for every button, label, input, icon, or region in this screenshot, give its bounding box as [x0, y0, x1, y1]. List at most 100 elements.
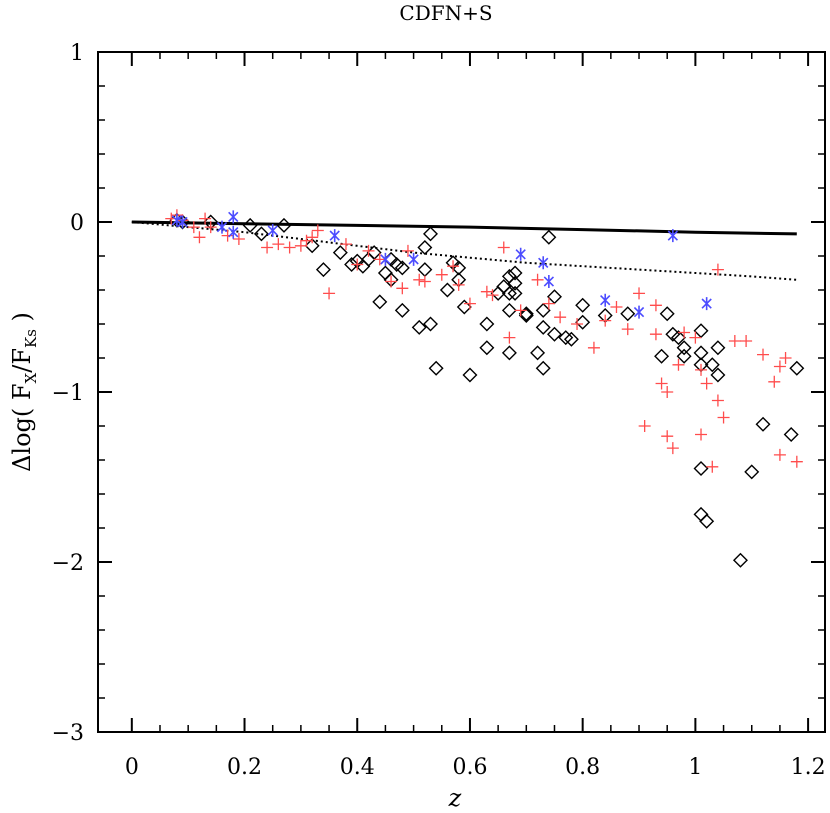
plus-point-66 [773, 448, 786, 461]
plus-point-53 [689, 331, 702, 344]
diamond-point-41 [507, 265, 523, 281]
plus-point-3 [187, 221, 200, 234]
plus-point-52 [678, 326, 691, 339]
plus-point-65 [773, 360, 786, 373]
plus-point-16 [323, 287, 336, 300]
plus-point-42 [621, 323, 634, 336]
diamond-point-49 [535, 360, 551, 376]
y-axis-title: Δlog( FX/FKs ) [8, 312, 40, 472]
asterisk-point-4 [228, 225, 239, 239]
diamond-point-22 [417, 262, 433, 278]
asterisk-point-2 [216, 220, 228, 234]
data-points [165, 209, 805, 568]
plus-point-58 [711, 263, 724, 276]
plus-point-18 [351, 258, 364, 271]
diamond-point-52 [546, 326, 562, 342]
plus-point-12 [294, 239, 307, 252]
diamond-point-56 [575, 314, 591, 330]
diamond-point-27 [439, 282, 455, 298]
y-tick-label-0: 1 [70, 41, 84, 66]
plot-frame [97, 51, 826, 733]
y-tick-label-1: 0 [70, 211, 84, 236]
diamond-point-51 [546, 289, 562, 305]
diamond-point-42 [507, 275, 523, 291]
plus-point-31 [486, 289, 499, 302]
plus-point-39 [587, 341, 600, 354]
plus-point-17 [339, 238, 352, 251]
diamond-point-63 [676, 340, 692, 356]
diamond-point-14 [372, 294, 388, 310]
plus-point-10 [272, 238, 285, 251]
x-axis: 0 0.2 0.4 0.6 0.8 1 1.2 [125, 52, 826, 780]
plus-point-28 [452, 278, 465, 291]
diamond-point-73 [710, 367, 726, 383]
x-tick-label-1: 0.2 [227, 755, 262, 780]
diamond-point-46 [530, 345, 546, 361]
plus-point-20 [373, 253, 386, 266]
diamond-point-3 [242, 217, 258, 233]
plus-point-25 [418, 275, 431, 288]
diamond-point-38 [501, 285, 517, 301]
diamond-point-71 [704, 357, 720, 373]
plus-point-57 [706, 460, 719, 473]
x-tick-label-0: 0 [125, 755, 139, 780]
asterisk-point-15 [701, 297, 712, 311]
asterisk-point-10 [538, 256, 549, 270]
asterisk-point-5 [267, 224, 278, 237]
diamond-point-4 [253, 226, 269, 242]
plus-point-61 [728, 335, 741, 347]
plus-point-29 [463, 297, 476, 310]
plus-point-4 [193, 231, 206, 244]
diamond-point-68 [693, 461, 709, 476]
plus-point-21 [385, 275, 398, 288]
diamond-point-78 [789, 360, 805, 376]
diamond-point-75 [744, 464, 760, 480]
diamond-point-60 [659, 306, 675, 322]
diamond-point-40 [501, 345, 517, 361]
plus-point-34 [514, 304, 527, 317]
plus-point-48 [661, 386, 674, 398]
diamond-point-25 [423, 316, 438, 332]
y-axis: 1 0 −1 −2 −3 [52, 41, 825, 746]
plus-point-62 [740, 335, 753, 347]
asterisk-point-14 [667, 229, 679, 243]
diamond-point-76 [755, 416, 771, 432]
diamond-point-20 [394, 302, 410, 318]
diamond-point-55 [575, 297, 591, 313]
y-tick-label-3: −2 [52, 551, 84, 576]
diamond-point-53 [558, 330, 574, 346]
diamond-point-26 [428, 360, 444, 376]
plus-point-13 [300, 234, 313, 247]
plus-point-51 [672, 358, 685, 371]
diamond-point-59 [654, 348, 670, 364]
diamond-point-39 [501, 302, 517, 318]
diamond-point-58 [620, 306, 636, 322]
diamond-point-43 [507, 285, 523, 301]
plus-point-45 [649, 299, 662, 312]
diamond-point-9 [344, 257, 360, 272]
plus-point-55 [695, 428, 708, 441]
plus-point-67 [779, 352, 792, 364]
plus-point-30 [480, 285, 493, 298]
diamond-point-23 [417, 240, 433, 255]
y-tick-label-4: −3 [52, 721, 84, 746]
chart-title: CDFN+S [399, 1, 492, 25]
asterisk-point-3 [228, 210, 239, 224]
x-tick-label-2: 0.4 [340, 755, 375, 780]
y-tick-label-2: −1 [52, 381, 84, 406]
diamond-point-15 [377, 265, 393, 281]
plus-point-37 [554, 311, 567, 324]
diamond-point-44 [518, 306, 534, 322]
x-tick-label-4: 0.8 [565, 755, 600, 780]
plus-point-22 [396, 282, 409, 295]
plus-point-19 [362, 244, 375, 257]
diamond-point-47 [535, 302, 551, 318]
plus-point-7 [221, 229, 234, 242]
diamond-point-13 [366, 245, 382, 261]
asterisk-point-9 [515, 247, 526, 261]
plus-point-44 [638, 420, 651, 432]
plus-point-5 [199, 212, 212, 225]
plus-point-59 [711, 394, 724, 407]
plus-point-36 [542, 297, 555, 310]
